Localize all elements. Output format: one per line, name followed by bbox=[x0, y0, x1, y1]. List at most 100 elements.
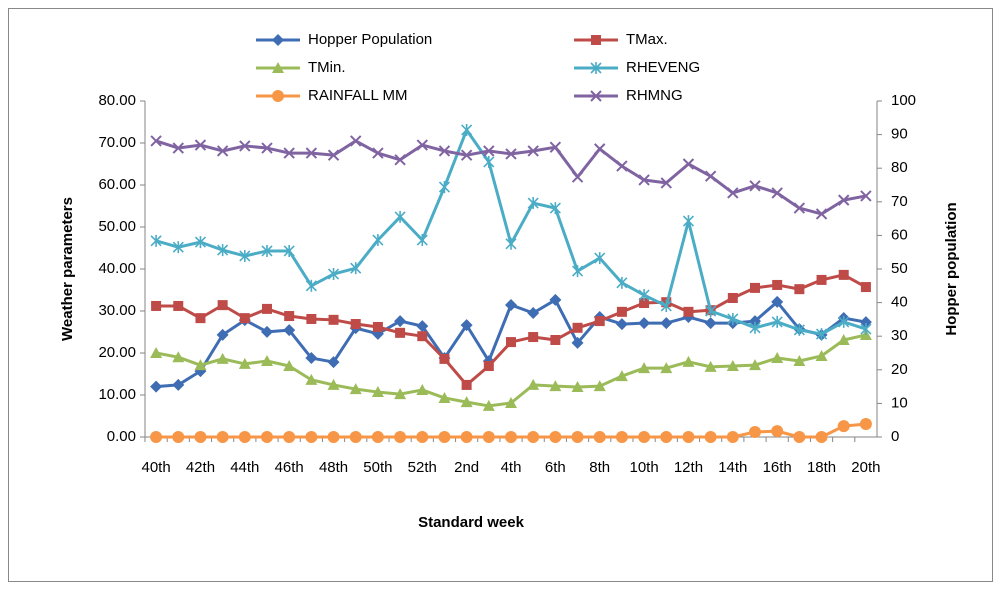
data-point bbox=[194, 431, 207, 443]
chart-frame bbox=[8, 8, 993, 582]
data-point bbox=[505, 237, 517, 250]
y-tick-label: 0.00 bbox=[107, 428, 136, 445]
data-point bbox=[461, 123, 473, 136]
data-point bbox=[327, 356, 340, 369]
data-point bbox=[394, 431, 407, 443]
data-point bbox=[460, 149, 473, 161]
x-tick-label: 8th bbox=[589, 459, 610, 476]
data-point bbox=[793, 431, 806, 443]
data-point bbox=[815, 431, 828, 443]
data-point bbox=[727, 187, 739, 199]
y2-tick-label: 30 bbox=[891, 327, 908, 344]
data-point bbox=[549, 380, 562, 392]
x-axis-title: Standard week bbox=[418, 514, 525, 531]
x-tick-label: 10th bbox=[629, 459, 658, 476]
data-point bbox=[660, 299, 672, 312]
data-point bbox=[638, 289, 650, 302]
data-point bbox=[593, 380, 606, 392]
y2-tick-label: 100 bbox=[891, 92, 916, 109]
data-point bbox=[150, 347, 163, 358]
data-point bbox=[793, 202, 806, 214]
data-point bbox=[571, 336, 584, 349]
data-point bbox=[549, 141, 562, 153]
data-point bbox=[172, 351, 185, 363]
data-point bbox=[261, 354, 273, 366]
data-point bbox=[305, 147, 318, 159]
data-point bbox=[350, 319, 361, 330]
data-point bbox=[726, 431, 739, 443]
data-point bbox=[283, 431, 296, 443]
data-point bbox=[615, 370, 628, 382]
x-tick-label: 40th bbox=[141, 459, 170, 476]
data-point bbox=[505, 298, 517, 311]
legend-label: TMin. bbox=[308, 59, 346, 76]
x-tick-label: 42th bbox=[186, 459, 215, 476]
data-point bbox=[394, 210, 406, 223]
data-point bbox=[749, 180, 761, 192]
data-point bbox=[727, 312, 739, 325]
data-point bbox=[173, 300, 184, 311]
y-tick-label: 60.00 bbox=[98, 176, 136, 193]
data-point bbox=[860, 323, 872, 336]
data-point bbox=[417, 331, 428, 342]
data-point bbox=[394, 388, 407, 400]
data-point bbox=[438, 145, 451, 157]
data-point bbox=[616, 276, 628, 289]
data-point bbox=[616, 306, 627, 317]
data-point bbox=[283, 147, 295, 159]
data-point bbox=[838, 194, 850, 206]
data-point bbox=[837, 420, 850, 433]
data-point bbox=[284, 311, 295, 322]
y-tick-label: 30.00 bbox=[98, 302, 136, 319]
data-point bbox=[439, 353, 450, 364]
data-point bbox=[549, 293, 562, 306]
data-point bbox=[639, 298, 650, 309]
data-point bbox=[571, 171, 584, 183]
x-tick-label: 48th bbox=[319, 459, 348, 476]
data-point bbox=[550, 334, 561, 345]
data-point bbox=[549, 202, 561, 215]
data-point bbox=[438, 181, 451, 194]
data-point bbox=[216, 328, 229, 341]
data-point bbox=[815, 328, 828, 341]
data-point bbox=[150, 135, 162, 147]
y2-tick-label: 70 bbox=[891, 193, 908, 210]
x-tick-label: 20th bbox=[851, 459, 880, 476]
legend-label: RAINFALL MM bbox=[308, 87, 407, 104]
data-point bbox=[305, 373, 318, 385]
data-point bbox=[682, 215, 695, 228]
data-point bbox=[172, 142, 184, 154]
data-point bbox=[594, 252, 606, 265]
data-point bbox=[460, 319, 473, 332]
data-point bbox=[638, 317, 651, 330]
data-point bbox=[438, 391, 451, 403]
data-point bbox=[483, 361, 494, 372]
data-point bbox=[372, 147, 384, 159]
data-point bbox=[150, 234, 162, 247]
legend-label: RHMNG bbox=[626, 87, 683, 104]
data-point bbox=[395, 327, 406, 338]
legend-marker bbox=[272, 34, 284, 46]
data-point bbox=[815, 349, 828, 361]
y-tick-label: 10.00 bbox=[98, 386, 136, 403]
y-tick-label: 20.00 bbox=[98, 344, 136, 361]
data-point bbox=[571, 381, 584, 393]
data-point bbox=[749, 359, 761, 371]
legend-label: TMax. bbox=[626, 31, 668, 48]
data-point bbox=[283, 360, 296, 372]
data-point bbox=[816, 274, 827, 285]
data-point bbox=[572, 322, 583, 333]
data-point bbox=[349, 383, 362, 395]
data-point bbox=[305, 352, 318, 365]
data-point bbox=[682, 431, 695, 443]
data-point bbox=[660, 362, 673, 374]
data-point bbox=[461, 379, 472, 390]
data-point bbox=[216, 145, 229, 157]
data-point bbox=[705, 305, 717, 317]
data-point bbox=[460, 431, 473, 443]
data-point bbox=[327, 431, 340, 443]
data-point bbox=[371, 431, 384, 443]
x-tick-label: 50th bbox=[363, 459, 392, 476]
data-point bbox=[327, 378, 340, 390]
data-point bbox=[506, 337, 516, 348]
